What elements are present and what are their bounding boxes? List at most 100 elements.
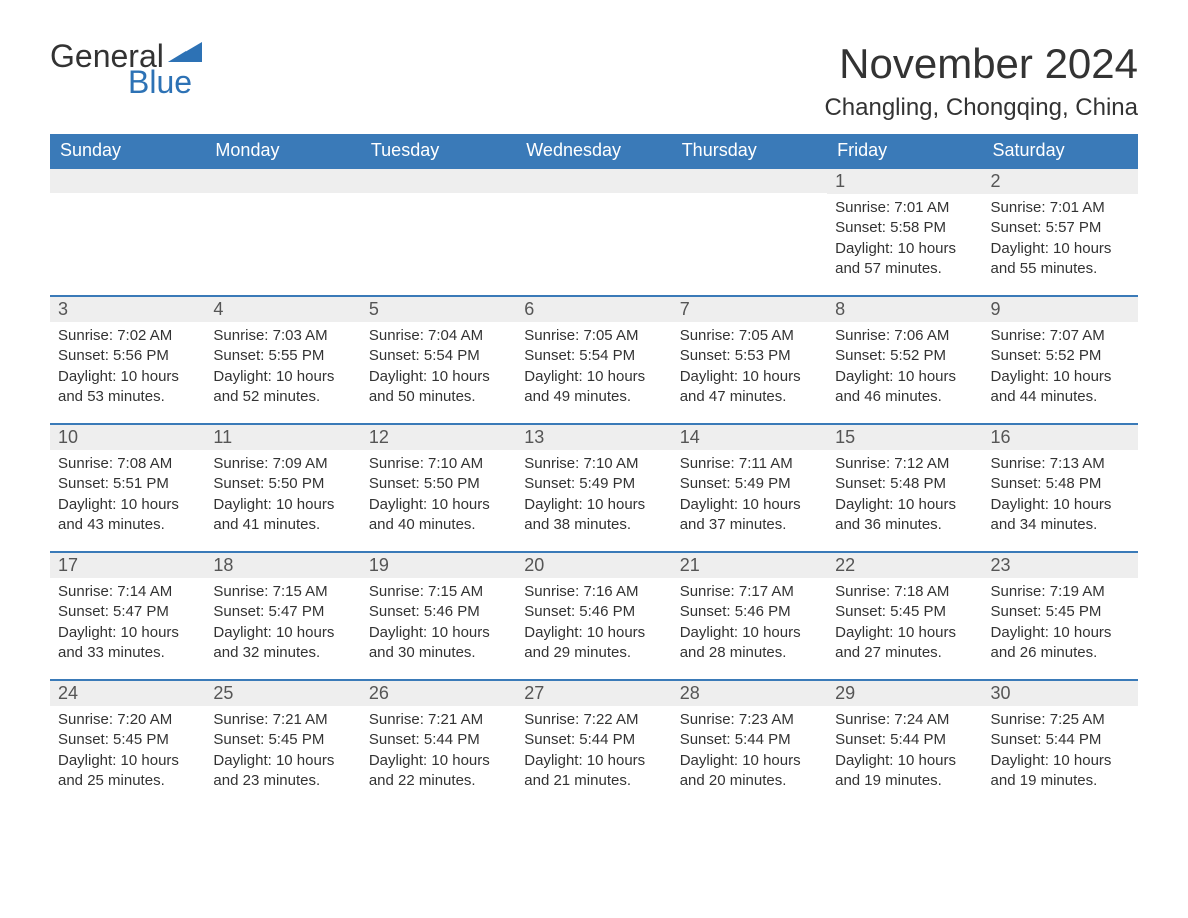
calendar-cell: 4Sunrise: 7:03 AMSunset: 5:55 PMDaylight… (205, 295, 360, 423)
sunrise-text: Sunrise: 7:08 AM (58, 454, 197, 474)
calendar-cell: 24Sunrise: 7:20 AMSunset: 5:45 PMDayligh… (50, 679, 205, 807)
sunset-text: Sunset: 5:44 PM (680, 730, 819, 750)
header: General Blue November 2024 Changling, Ch… (50, 40, 1138, 122)
sunset-text: Sunset: 5:55 PM (213, 346, 352, 366)
sunrise-text: Sunrise: 7:10 AM (369, 454, 508, 474)
day-cell: 3Sunrise: 7:02 AMSunset: 5:56 PMDaylight… (50, 295, 205, 423)
month-year-title: November 2024 (824, 40, 1138, 88)
calendar-cell: 27Sunrise: 7:22 AMSunset: 5:44 PMDayligh… (516, 679, 671, 807)
daylight-text: Daylight: 10 hours and 49 minutes. (524, 367, 663, 408)
location-subtitle: Changling, Chongqing, China (824, 94, 1138, 122)
day-cell: 27Sunrise: 7:22 AMSunset: 5:44 PMDayligh… (516, 679, 671, 807)
calendar-cell: 22Sunrise: 7:18 AMSunset: 5:45 PMDayligh… (827, 551, 982, 679)
sunrise-text: Sunrise: 7:10 AM (524, 454, 663, 474)
title-block: November 2024 Changling, Chongqing, Chin… (824, 40, 1138, 122)
day-details: Sunrise: 7:15 AMSunset: 5:46 PMDaylight:… (361, 578, 516, 667)
daylight-text: Daylight: 10 hours and 40 minutes. (369, 495, 508, 536)
day-number: 23 (983, 553, 1138, 578)
day-number: 5 (361, 297, 516, 322)
sunset-text: Sunset: 5:44 PM (991, 730, 1130, 750)
sunset-text: Sunset: 5:54 PM (369, 346, 508, 366)
sunrise-text: Sunrise: 7:13 AM (991, 454, 1130, 474)
day-details: Sunrise: 7:20 AMSunset: 5:45 PMDaylight:… (50, 706, 205, 795)
day-number: 3 (50, 297, 205, 322)
day-details: Sunrise: 7:02 AMSunset: 5:56 PMDaylight:… (50, 322, 205, 411)
sunrise-text: Sunrise: 7:21 AM (213, 710, 352, 730)
day-number: 28 (672, 681, 827, 706)
day-cell: 17Sunrise: 7:14 AMSunset: 5:47 PMDayligh… (50, 551, 205, 679)
calendar-cell (516, 167, 671, 295)
daylight-text: Daylight: 10 hours and 47 minutes. (680, 367, 819, 408)
day-cell: 23Sunrise: 7:19 AMSunset: 5:45 PMDayligh… (983, 551, 1138, 679)
day-details: Sunrise: 7:21 AMSunset: 5:45 PMDaylight:… (205, 706, 360, 795)
sunrise-text: Sunrise: 7:05 AM (680, 326, 819, 346)
day-number: 15 (827, 425, 982, 450)
calendar-cell: 18Sunrise: 7:15 AMSunset: 5:47 PMDayligh… (205, 551, 360, 679)
daylight-text: Daylight: 10 hours and 53 minutes. (58, 367, 197, 408)
daylight-text: Daylight: 10 hours and 20 minutes. (680, 751, 819, 792)
daylight-text: Daylight: 10 hours and 27 minutes. (835, 623, 974, 664)
day-details: Sunrise: 7:08 AMSunset: 5:51 PMDaylight:… (50, 450, 205, 539)
day-cell: 6Sunrise: 7:05 AMSunset: 5:54 PMDaylight… (516, 295, 671, 423)
calendar-cell: 17Sunrise: 7:14 AMSunset: 5:47 PMDayligh… (50, 551, 205, 679)
day-cell: 18Sunrise: 7:15 AMSunset: 5:47 PMDayligh… (205, 551, 360, 679)
sunset-text: Sunset: 5:54 PM (524, 346, 663, 366)
calendar-cell: 21Sunrise: 7:17 AMSunset: 5:46 PMDayligh… (672, 551, 827, 679)
day-details: Sunrise: 7:06 AMSunset: 5:52 PMDaylight:… (827, 322, 982, 411)
day-details: Sunrise: 7:10 AMSunset: 5:49 PMDaylight:… (516, 450, 671, 539)
daylight-text: Daylight: 10 hours and 37 minutes. (680, 495, 819, 536)
sunrise-text: Sunrise: 7:01 AM (835, 198, 974, 218)
calendar-cell: 15Sunrise: 7:12 AMSunset: 5:48 PMDayligh… (827, 423, 982, 551)
daylight-text: Daylight: 10 hours and 25 minutes. (58, 751, 197, 792)
calendar-cell: 14Sunrise: 7:11 AMSunset: 5:49 PMDayligh… (672, 423, 827, 551)
sunset-text: Sunset: 5:50 PM (369, 474, 508, 494)
sunrise-text: Sunrise: 7:21 AM (369, 710, 508, 730)
day-header-thursday: Thursday (672, 134, 827, 167)
day-header-sunday: Sunday (50, 134, 205, 167)
calendar-table: SundayMondayTuesdayWednesdayThursdayFrid… (50, 134, 1138, 807)
day-details: Sunrise: 7:05 AMSunset: 5:54 PMDaylight:… (516, 322, 671, 411)
day-cell: 25Sunrise: 7:21 AMSunset: 5:45 PMDayligh… (205, 679, 360, 807)
daylight-text: Daylight: 10 hours and 23 minutes. (213, 751, 352, 792)
day-number: 4 (205, 297, 360, 322)
sunset-text: Sunset: 5:51 PM (58, 474, 197, 494)
day-number: 30 (983, 681, 1138, 706)
daylight-text: Daylight: 10 hours and 44 minutes. (991, 367, 1130, 408)
day-details: Sunrise: 7:12 AMSunset: 5:48 PMDaylight:… (827, 450, 982, 539)
day-header-monday: Monday (205, 134, 360, 167)
day-header-tuesday: Tuesday (361, 134, 516, 167)
week-row: 3Sunrise: 7:02 AMSunset: 5:56 PMDaylight… (50, 295, 1138, 423)
day-cell: 29Sunrise: 7:24 AMSunset: 5:44 PMDayligh… (827, 679, 982, 807)
sunrise-text: Sunrise: 7:12 AM (835, 454, 974, 474)
sunrise-text: Sunrise: 7:15 AM (213, 582, 352, 602)
day-details: Sunrise: 7:18 AMSunset: 5:45 PMDaylight:… (827, 578, 982, 667)
day-details: Sunrise: 7:25 AMSunset: 5:44 PMDaylight:… (983, 706, 1138, 795)
day-number: 24 (50, 681, 205, 706)
day-details: Sunrise: 7:10 AMSunset: 5:50 PMDaylight:… (361, 450, 516, 539)
sunset-text: Sunset: 5:58 PM (835, 218, 974, 238)
daylight-text: Daylight: 10 hours and 46 minutes. (835, 367, 974, 408)
day-number: 21 (672, 553, 827, 578)
day-number: 20 (516, 553, 671, 578)
sunset-text: Sunset: 5:46 PM (524, 602, 663, 622)
sunrise-text: Sunrise: 7:19 AM (991, 582, 1130, 602)
calendar-cell: 1Sunrise: 7:01 AMSunset: 5:58 PMDaylight… (827, 167, 982, 295)
empty-day-bar (205, 167, 360, 193)
sunset-text: Sunset: 5:46 PM (680, 602, 819, 622)
sunset-text: Sunset: 5:57 PM (991, 218, 1130, 238)
day-number: 16 (983, 425, 1138, 450)
day-details: Sunrise: 7:07 AMSunset: 5:52 PMDaylight:… (983, 322, 1138, 411)
calendar-cell: 29Sunrise: 7:24 AMSunset: 5:44 PMDayligh… (827, 679, 982, 807)
calendar-cell: 20Sunrise: 7:16 AMSunset: 5:46 PMDayligh… (516, 551, 671, 679)
sunset-text: Sunset: 5:52 PM (991, 346, 1130, 366)
day-cell: 21Sunrise: 7:17 AMSunset: 5:46 PMDayligh… (672, 551, 827, 679)
day-number: 6 (516, 297, 671, 322)
calendar-body: 1Sunrise: 7:01 AMSunset: 5:58 PMDaylight… (50, 167, 1138, 807)
day-details: Sunrise: 7:21 AMSunset: 5:44 PMDaylight:… (361, 706, 516, 795)
calendar-cell: 5Sunrise: 7:04 AMSunset: 5:54 PMDaylight… (361, 295, 516, 423)
daylight-text: Daylight: 10 hours and 32 minutes. (213, 623, 352, 664)
sunrise-text: Sunrise: 7:22 AM (524, 710, 663, 730)
day-details: Sunrise: 7:13 AMSunset: 5:48 PMDaylight:… (983, 450, 1138, 539)
calendar-cell: 26Sunrise: 7:21 AMSunset: 5:44 PMDayligh… (361, 679, 516, 807)
day-header-friday: Friday (827, 134, 982, 167)
